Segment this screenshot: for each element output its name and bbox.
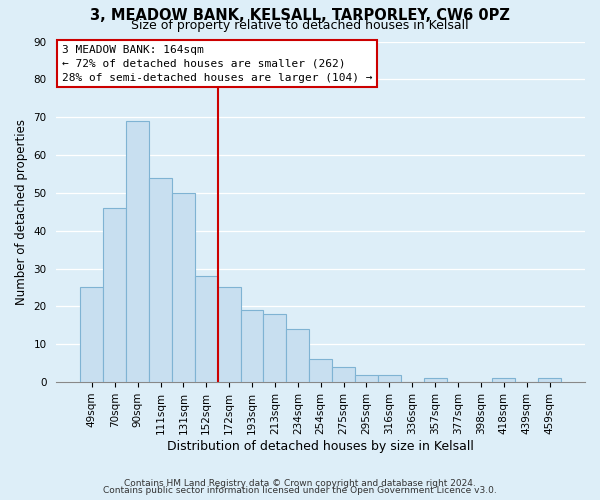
Text: 3, MEADOW BANK, KELSALL, TARPORLEY, CW6 0PZ: 3, MEADOW BANK, KELSALL, TARPORLEY, CW6 … — [90, 8, 510, 22]
Bar — [126, 121, 149, 382]
Bar — [493, 378, 515, 382]
Bar — [172, 193, 195, 382]
Bar — [286, 329, 309, 382]
Bar — [378, 374, 401, 382]
Bar — [332, 367, 355, 382]
Bar — [424, 378, 446, 382]
Text: 3 MEADOW BANK: 164sqm
← 72% of detached houses are smaller (262)
28% of semi-det: 3 MEADOW BANK: 164sqm ← 72% of detached … — [62, 45, 372, 83]
Bar — [149, 178, 172, 382]
Text: Contains public sector information licensed under the Open Government Licence v3: Contains public sector information licen… — [103, 486, 497, 495]
Bar — [80, 288, 103, 382]
Bar — [241, 310, 263, 382]
Bar — [218, 288, 241, 382]
Bar — [309, 360, 332, 382]
Bar — [195, 276, 218, 382]
Bar — [538, 378, 561, 382]
X-axis label: Distribution of detached houses by size in Kelsall: Distribution of detached houses by size … — [167, 440, 474, 452]
Bar — [103, 208, 126, 382]
Y-axis label: Number of detached properties: Number of detached properties — [15, 119, 28, 305]
Bar — [263, 314, 286, 382]
Text: Contains HM Land Registry data © Crown copyright and database right 2024.: Contains HM Land Registry data © Crown c… — [124, 478, 476, 488]
Bar — [355, 374, 378, 382]
Text: Size of property relative to detached houses in Kelsall: Size of property relative to detached ho… — [131, 19, 469, 32]
